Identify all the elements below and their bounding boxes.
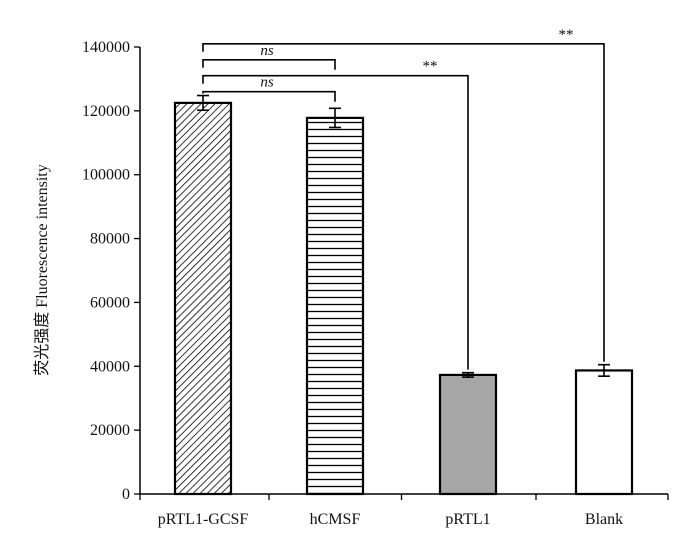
significance-bracket xyxy=(202,90,336,102)
y-tick-label: 40000 xyxy=(90,358,130,375)
significance-brackets: ns ** ns ** xyxy=(202,27,605,370)
y-tick-label: 60000 xyxy=(90,294,130,311)
significance-label: ns xyxy=(260,75,274,91)
bars xyxy=(173,101,634,496)
significance-label: ** xyxy=(559,27,574,43)
y-tick-label: 100000 xyxy=(82,167,130,184)
axes: 0 20000 40000 60000 80000 100000 120000 140000 p… xyxy=(82,39,669,528)
error-bars xyxy=(197,94,610,378)
x-tick-label: hCMSF xyxy=(310,511,361,528)
y-tick-label: 0 xyxy=(122,486,130,503)
significance-label: ** xyxy=(423,59,438,75)
x-tick-label: pRTL1 xyxy=(445,511,490,528)
y-axis-label: 荧光强度 Fluorescence intensity xyxy=(33,164,51,376)
bar xyxy=(438,373,498,496)
bar xyxy=(173,101,233,496)
bar xyxy=(305,116,365,496)
significance-bracket xyxy=(202,58,336,70)
x-tick-label: Blank xyxy=(585,511,623,528)
significance-bracket xyxy=(202,74,469,370)
y-tick-label: 120000 xyxy=(82,103,130,120)
significance-bracket xyxy=(202,43,605,362)
x-tick-label: pRTL1-GCSF xyxy=(158,511,249,528)
significance-label: ns xyxy=(260,43,274,59)
y-tick-label: 140000 xyxy=(82,39,130,56)
y-tick-label: 20000 xyxy=(90,422,130,439)
bar xyxy=(574,369,634,496)
y-tick-label: 80000 xyxy=(90,231,130,248)
